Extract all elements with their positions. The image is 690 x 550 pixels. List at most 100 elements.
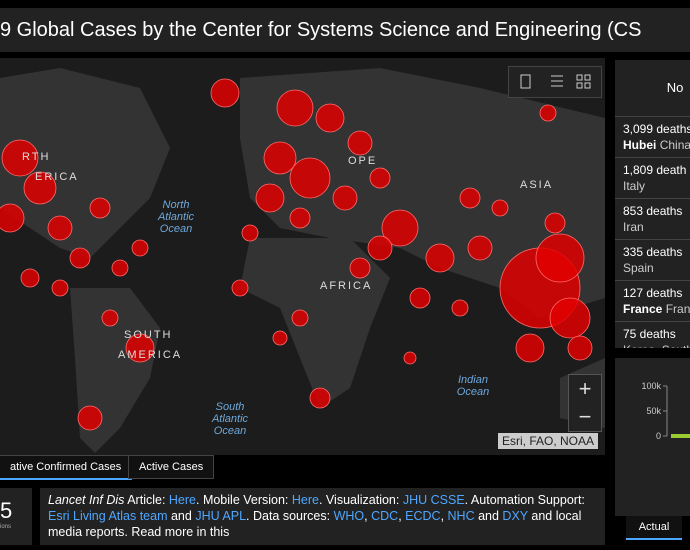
- info-text[interactable]: JHU APL: [195, 509, 247, 523]
- map[interactable]: RTH ERICA OPE ASIA AFRICA SOUTH AMERICA North At…: [0, 58, 605, 455]
- case-circle: [89, 197, 111, 219]
- ocean-label: Atlantic: [211, 413, 249, 425]
- tab[interactable]: ative Confirmed Cases: [0, 455, 133, 480]
- death-place: France France: [623, 301, 690, 317]
- grid-icon[interactable]: [576, 74, 591, 89]
- panel-header: No: [666, 80, 684, 95]
- death-count: 127 deaths: [623, 286, 683, 300]
- tab[interactable]: Active Cases: [128, 455, 215, 479]
- zoom-in[interactable]: +: [578, 376, 592, 401]
- case-circle: [369, 167, 391, 189]
- info-text: and: [167, 509, 196, 523]
- case-circle: [0, 203, 25, 233]
- case-circle: [1, 139, 39, 177]
- region-label: AMERICA: [118, 349, 182, 361]
- case-circle: [255, 183, 285, 213]
- case-circle: [544, 212, 566, 234]
- death-place: Hubei China: [623, 137, 690, 153]
- death-country: Korea, South: [623, 343, 690, 348]
- ocean-label: Ocean: [457, 386, 489, 398]
- info-text: . Data sources:: [246, 509, 334, 523]
- death-count: 335 deaths: [623, 245, 683, 259]
- case-circle: [77, 405, 103, 431]
- case-circle: [409, 287, 431, 309]
- map-canvas: RTHERICAOPEASIAAFRICASOUTHAMERICANorthAt…: [0, 68, 605, 453]
- case-circle: [289, 157, 331, 199]
- case-circle: [289, 207, 311, 229]
- case-circle: [347, 130, 373, 156]
- region-label: ERICA: [35, 171, 79, 183]
- ocean-label: Indian: [458, 374, 488, 386]
- death-item: 335 deaths Spain: [615, 239, 690, 275]
- chart-panel: 100k 50k 0: [615, 358, 690, 516]
- chart: 100k 50k 0: [641, 381, 690, 441]
- info-text[interactable]: DXY: [502, 509, 528, 523]
- deaths-panel: No 3,099 deaths Hubei China 1,809 death Ita…: [615, 60, 690, 348]
- death-place: Italy: [623, 178, 687, 194]
- death-country: Iran: [623, 220, 644, 234]
- info-text[interactable]: Here: [291, 493, 319, 507]
- case-circle: [131, 239, 149, 257]
- death-count: 3,099 deaths: [623, 122, 690, 136]
- case-circle: [125, 333, 155, 363]
- death-country: France: [665, 302, 690, 316]
- counter-value: 5: [0, 498, 13, 523]
- info-text[interactable]: JHU CSSE: [402, 493, 465, 507]
- counter: 5 ions: [0, 488, 32, 545]
- list-icon[interactable]: [551, 75, 563, 87]
- info-text: Lancet Inf Dis: [48, 493, 125, 507]
- case-circle: [539, 104, 557, 122]
- map-tools: [508, 66, 602, 98]
- ocean-label: Ocean: [160, 223, 192, 235]
- case-circle: [272, 330, 288, 346]
- region-label: ASIA: [520, 179, 553, 191]
- attribution: Esri, FAO, NOAA: [498, 433, 599, 449]
- title: 9 Global Cases by the Center for Systems…: [0, 8, 690, 52]
- death-place: Korea, South: [623, 342, 690, 348]
- ocean-label: Ocean: [214, 425, 246, 437]
- case-circle: [315, 103, 345, 133]
- land: [240, 238, 390, 408]
- info-text[interactable]: CDC: [371, 509, 399, 523]
- info-text[interactable]: Here: [168, 493, 196, 507]
- case-circle: [567, 335, 593, 361]
- info-text[interactable]: NHC: [447, 509, 475, 523]
- case-circle: [20, 268, 40, 288]
- zoom-out[interactable]: −: [578, 404, 592, 429]
- info-text[interactable]: Esri Living Atlas team: [48, 509, 168, 523]
- case-circle: [69, 247, 91, 269]
- death-item: 3,099 deaths Hubei China: [615, 116, 690, 152]
- ocean-label: South: [216, 401, 245, 413]
- case-circle: [459, 187, 481, 209]
- region-label: SOUTH: [124, 329, 173, 341]
- death-place: Iran: [623, 219, 687, 235]
- land: [0, 68, 170, 258]
- y-tick-label: 100k: [641, 381, 661, 391]
- death-country: Spain: [623, 261, 654, 275]
- y-tick-label: 0: [656, 431, 661, 441]
- death-item: 75 deaths Korea, South: [615, 321, 690, 348]
- region-label: AFRICA: [320, 280, 372, 292]
- case-circle: [291, 309, 309, 327]
- case-circle: [425, 243, 455, 273]
- death-region: France: [623, 302, 663, 316]
- case-circle: [549, 297, 591, 339]
- case-circle: [111, 259, 129, 277]
- info-text: . Automation Support:: [464, 493, 585, 507]
- info-text: ,: [398, 509, 406, 523]
- bookmark-icon[interactable]: [520, 74, 531, 89]
- info-text[interactable]: ECDC: [405, 509, 441, 523]
- case-circle: [332, 185, 358, 211]
- case-circle: [276, 89, 314, 127]
- death-count: 1,809 death: [623, 163, 687, 177]
- case-circle: [381, 209, 419, 247]
- case-circle: [263, 141, 297, 175]
- info-text[interactable]: WHO: [333, 509, 365, 523]
- case-circle: [535, 233, 585, 283]
- info-text: ,: [440, 509, 448, 523]
- death-country: Italy: [623, 179, 646, 193]
- chart-tab[interactable]: Actual: [626, 516, 682, 540]
- death-item: 853 deaths Iran: [615, 198, 690, 234]
